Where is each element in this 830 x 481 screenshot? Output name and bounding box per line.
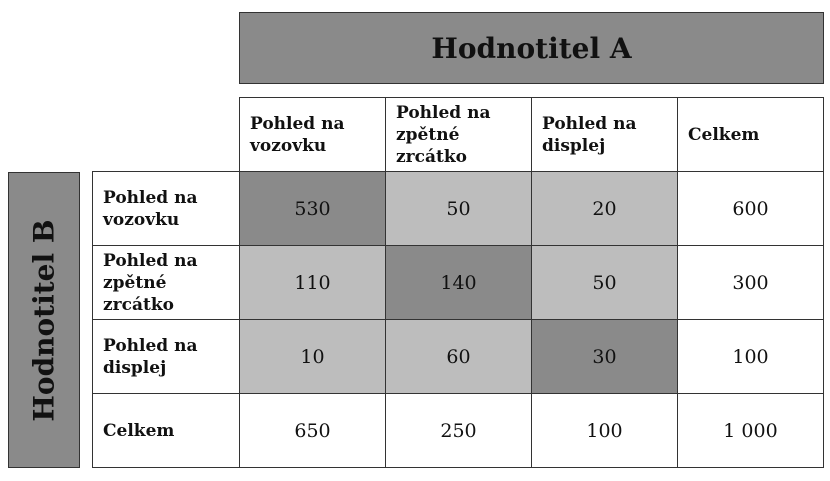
table-cell: 60 xyxy=(385,319,532,394)
table-cell: 10 xyxy=(239,319,386,394)
rater-a-header: Hodnotitel A xyxy=(239,12,824,84)
table-cell: 20 xyxy=(531,171,678,246)
column-header: Celkem xyxy=(677,97,824,172)
column-header: Pohled na zpětné zrcátko xyxy=(385,97,532,172)
corner-cell xyxy=(93,98,240,172)
table-row: Pohled na displej 10 60 30 100 xyxy=(92,319,824,394)
column-total-cell: 650 xyxy=(239,393,386,468)
grand-total-cell: 1 000 xyxy=(677,393,824,468)
table-row: Pohled na zpětné zrcátko 110 140 50 300 xyxy=(92,245,824,320)
rater-a-label: Hodnotitel A xyxy=(431,31,632,65)
row-header: Celkem xyxy=(92,393,240,468)
agreement-matrix: Pohled na vozovku Pohled na zpětné zrcát… xyxy=(92,97,824,468)
row-total-cell: 600 xyxy=(677,171,824,246)
table-cell: 50 xyxy=(385,171,532,246)
column-total-cell: 250 xyxy=(385,393,532,468)
row-total-cell: 100 xyxy=(677,319,824,394)
row-total-cell: 300 xyxy=(677,245,824,320)
table-cell: 110 xyxy=(239,245,386,320)
row-header: Pohled na vozovku xyxy=(92,171,240,246)
rater-b-label: Hodnotitel B xyxy=(27,218,61,422)
table-cell: 140 xyxy=(385,245,532,320)
column-header: Pohled na displej xyxy=(531,97,678,172)
row-header: Pohled na zpětné zrcátko xyxy=(92,245,240,320)
table-cell: 530 xyxy=(239,171,386,246)
column-header: Pohled na vozovku xyxy=(239,97,386,172)
rater-b-header: Hodnotitel B xyxy=(8,172,80,468)
column-total-cell: 100 xyxy=(531,393,678,468)
table-cell: 50 xyxy=(531,245,678,320)
totals-row: Celkem 650 250 100 1 000 xyxy=(92,393,824,468)
table-cell: 30 xyxy=(531,319,678,394)
column-header-row: Pohled na vozovku Pohled na zpětné zrcát… xyxy=(93,97,824,172)
table-row: Pohled na vozovku 530 50 20 600 xyxy=(92,171,824,246)
row-header: Pohled na displej xyxy=(92,319,240,394)
